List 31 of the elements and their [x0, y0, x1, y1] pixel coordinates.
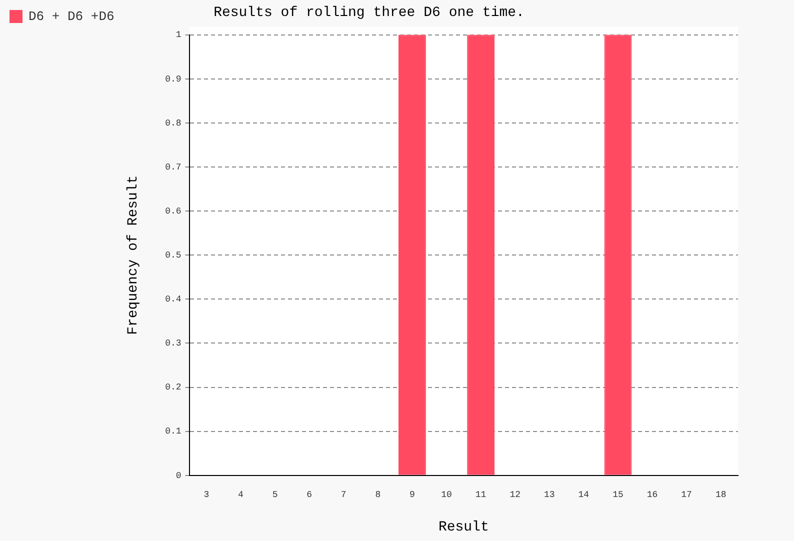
x-tick-label: 5 [272, 490, 278, 500]
y-tick-label: 0.2 [165, 382, 182, 393]
x-tick-label: 17 [681, 490, 692, 500]
legend-label: D6 + D6 +D6 [28, 8, 114, 24]
x-tick-label: 14 [578, 490, 590, 500]
x-tick-label: 7 [340, 490, 346, 500]
y-tick-label: 0.7 [165, 162, 182, 172]
x-tick-label: 6 [306, 490, 312, 500]
x-tick-label: 12 [510, 490, 521, 500]
y-tick-label: 0.1 [165, 426, 182, 437]
x-tick-label: 11 [475, 490, 486, 500]
x-tick-label: 15 [612, 490, 624, 500]
x-tick-label: 4 [238, 490, 244, 500]
x-tick-label: 10 [441, 490, 452, 500]
y-tick-label: 0.4 [165, 294, 182, 305]
x-tick-label: 18 [715, 490, 726, 500]
y-tick-label: 0 [176, 470, 182, 481]
y-tick-label: 0.8 [165, 118, 182, 128]
x-tick-label: 3 [204, 490, 210, 500]
x-axis-title: Result [438, 519, 489, 536]
y-tick-label: 0.9 [165, 74, 182, 84]
y-tick-label: 1 [176, 30, 182, 40]
y-tick-label: 0.5 [165, 250, 182, 260]
x-tick-label: 16 [646, 490, 658, 500]
x-tick-label: 13 [544, 490, 555, 500]
x-tick-label: 8 [375, 490, 381, 500]
y-tick-label: 0.6 [165, 206, 182, 216]
x-tick-label: 9 [410, 490, 415, 500]
y-tick-label: 0.3 [165, 338, 182, 349]
y-axis-title: Frequency of Result [125, 175, 142, 335]
chart-title: Results of rolling three D6 one time. [214, 5, 524, 22]
